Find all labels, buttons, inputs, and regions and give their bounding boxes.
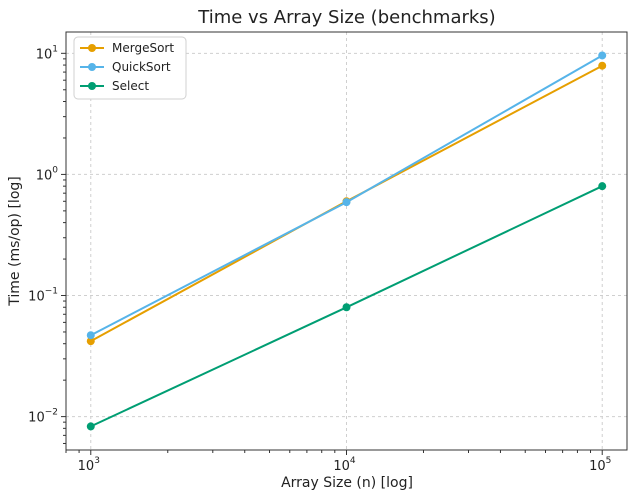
legend-label-mergesort: MergeSort bbox=[112, 41, 174, 55]
y-tick-exponent: −1 bbox=[45, 287, 58, 297]
x-tick-label: 103 bbox=[78, 456, 100, 474]
y-tick-base: 10 bbox=[36, 47, 53, 62]
y-tick-label: 100 bbox=[36, 165, 59, 183]
y-tick-label: 10−2 bbox=[28, 408, 58, 426]
series-layer bbox=[86, 51, 607, 431]
x-tick-base: 10 bbox=[333, 459, 350, 474]
legend-marker-mergesort bbox=[88, 44, 96, 52]
y-tick-exponent: 0 bbox=[52, 165, 58, 175]
y-tick-base: 10 bbox=[36, 168, 53, 183]
data-point-select bbox=[342, 303, 351, 312]
x-tick-base: 10 bbox=[78, 459, 95, 474]
y-tick-base: 10 bbox=[28, 411, 45, 426]
x-tick-exponent: 5 bbox=[606, 456, 612, 466]
legend: MergeSort QuickSort Select bbox=[73, 36, 187, 100]
data-point-quicksort bbox=[342, 198, 351, 207]
y-tick-exponent: −2 bbox=[45, 408, 58, 418]
legend-label-select: Select bbox=[112, 79, 149, 93]
x-tick-exponent: 4 bbox=[350, 456, 356, 466]
data-point-quicksort bbox=[86, 331, 95, 340]
data-point-select bbox=[598, 182, 607, 191]
legend-marker-select bbox=[88, 82, 96, 90]
legend-marker-quicksort bbox=[88, 63, 96, 71]
x-tick-label: 105 bbox=[589, 456, 611, 474]
x-tick-label: 104 bbox=[333, 456, 356, 474]
legend-box bbox=[73, 36, 187, 100]
grid-layer bbox=[66, 32, 627, 450]
data-point-mergesort bbox=[86, 337, 95, 346]
y-tick-label: 10−1 bbox=[28, 287, 58, 305]
y-tick-exponent: 1 bbox=[52, 44, 58, 54]
legend-label-quicksort: QuickSort bbox=[112, 60, 171, 74]
y-tick-base: 10 bbox=[28, 290, 45, 305]
chart-title: Time vs Array Size (benchmarks) bbox=[197, 7, 495, 28]
y-axis-label: Time (ms/op) [log] bbox=[7, 176, 23, 306]
data-point-select bbox=[86, 422, 95, 431]
y-tick-label: 101 bbox=[36, 44, 58, 62]
x-tick-exponent: 3 bbox=[94, 456, 100, 466]
data-point-quicksort bbox=[598, 51, 607, 60]
x-axis-label: Array Size (n) [log] bbox=[281, 475, 413, 491]
data-point-mergesort bbox=[598, 61, 607, 70]
x-tick-base: 10 bbox=[589, 459, 606, 474]
